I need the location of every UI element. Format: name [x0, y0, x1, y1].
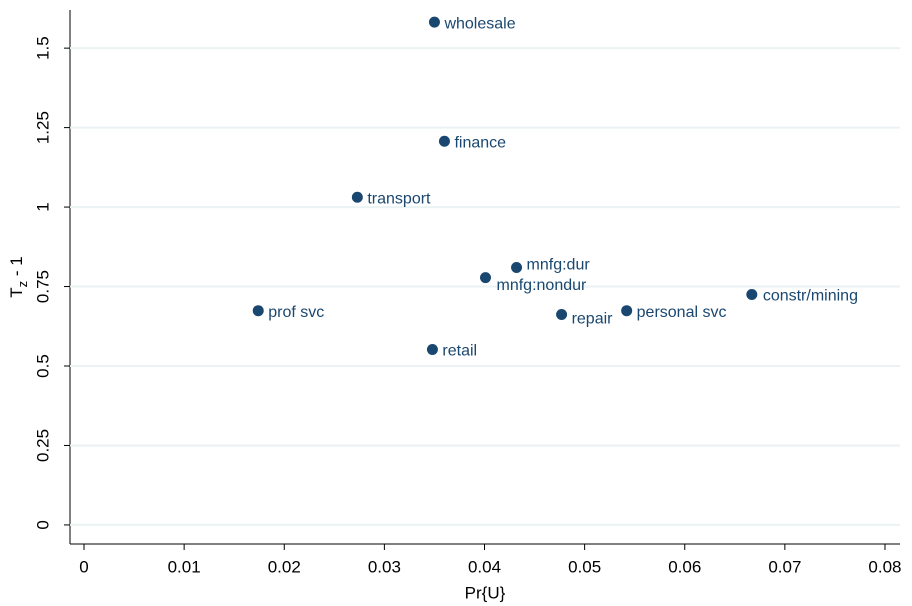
point-label: transport: [367, 190, 431, 207]
point-label: repair: [572, 311, 614, 328]
x-tick-label: 0.05: [568, 557, 601, 576]
point-label: constr/mining: [763, 288, 858, 305]
point-label: mnfg:nondur: [497, 277, 588, 294]
point: [621, 305, 633, 317]
y-tick-label: 0.5: [33, 354, 52, 378]
x-tick-label: 0.04: [468, 557, 501, 576]
point: [556, 309, 568, 321]
x-tick-label: 0.08: [868, 557, 901, 576]
point-label: prof svc: [268, 304, 324, 321]
x-tick-label: 0.01: [168, 557, 201, 576]
point: [480, 272, 492, 284]
point: [438, 135, 450, 147]
y-axis-label: Tz - 1: [7, 256, 30, 297]
y-tick-label: 1: [33, 202, 52, 211]
y-label-base: T: [7, 287, 26, 297]
x-tick-label: 0.07: [768, 557, 801, 576]
y-tick-label: 0: [33, 520, 52, 529]
y-tick-label: 1.25: [33, 111, 52, 144]
point: [428, 16, 440, 28]
x-tick-label: 0: [79, 557, 88, 576]
x-axis-label: Pr{U}: [465, 583, 506, 602]
point-label: mnfg:dur: [527, 257, 591, 274]
point: [252, 305, 264, 317]
x-tick-label: 0.02: [268, 557, 301, 576]
point-label: personal svc: [637, 304, 727, 321]
point: [511, 261, 523, 273]
y-label-rest: - 1: [7, 256, 26, 281]
point: [746, 288, 758, 300]
y-tick-label: 0.75: [33, 270, 52, 303]
x-tick-label: 0.03: [368, 557, 401, 576]
y-label-sub: z: [15, 281, 30, 288]
point-label: retail: [442, 343, 477, 360]
y-tick-label: 0.25: [33, 429, 52, 462]
y-tick-label: 1.5: [33, 36, 52, 60]
point: [426, 343, 438, 355]
point-label: finance: [454, 134, 506, 151]
point-label: wholesale: [443, 15, 515, 32]
x-tick-label: 0.06: [668, 557, 701, 576]
point: [351, 191, 363, 203]
